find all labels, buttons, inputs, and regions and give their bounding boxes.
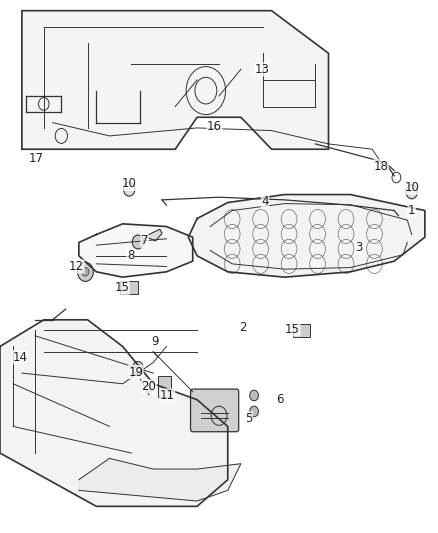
- Text: 17: 17: [28, 152, 43, 165]
- Text: 15: 15: [114, 281, 129, 294]
- Text: 10: 10: [404, 181, 419, 194]
- Circle shape: [82, 268, 89, 276]
- Text: 1: 1: [408, 204, 416, 217]
- Text: 14: 14: [12, 351, 27, 364]
- Text: 3: 3: [356, 241, 363, 254]
- Text: 20: 20: [141, 380, 156, 393]
- Polygon shape: [0, 320, 228, 506]
- Text: 2: 2: [239, 321, 247, 334]
- Circle shape: [124, 182, 135, 196]
- Text: 15: 15: [285, 323, 300, 336]
- Text: 4: 4: [261, 195, 269, 208]
- Text: 11: 11: [160, 389, 175, 402]
- Text: 16: 16: [207, 120, 222, 133]
- Text: 8: 8: [127, 249, 134, 262]
- Bar: [158, 376, 171, 397]
- FancyBboxPatch shape: [191, 389, 239, 432]
- Text: 19: 19: [128, 366, 143, 378]
- Circle shape: [250, 390, 258, 401]
- Text: 9: 9: [152, 335, 159, 348]
- Circle shape: [133, 361, 143, 374]
- Text: 5: 5: [245, 412, 252, 425]
- Text: 7: 7: [141, 235, 148, 247]
- Polygon shape: [79, 458, 241, 501]
- Bar: [120, 281, 138, 294]
- Text: 10: 10: [122, 177, 137, 190]
- Circle shape: [132, 235, 144, 249]
- Polygon shape: [147, 229, 162, 241]
- Circle shape: [78, 262, 93, 281]
- Text: 13: 13: [254, 63, 269, 76]
- Circle shape: [250, 406, 258, 417]
- Text: 6: 6: [276, 393, 283, 406]
- Circle shape: [406, 185, 417, 199]
- Text: 18: 18: [374, 160, 389, 173]
- Polygon shape: [22, 11, 328, 149]
- Text: 12: 12: [69, 260, 84, 273]
- Polygon shape: [79, 224, 193, 277]
- Polygon shape: [188, 195, 425, 277]
- Bar: [293, 324, 310, 337]
